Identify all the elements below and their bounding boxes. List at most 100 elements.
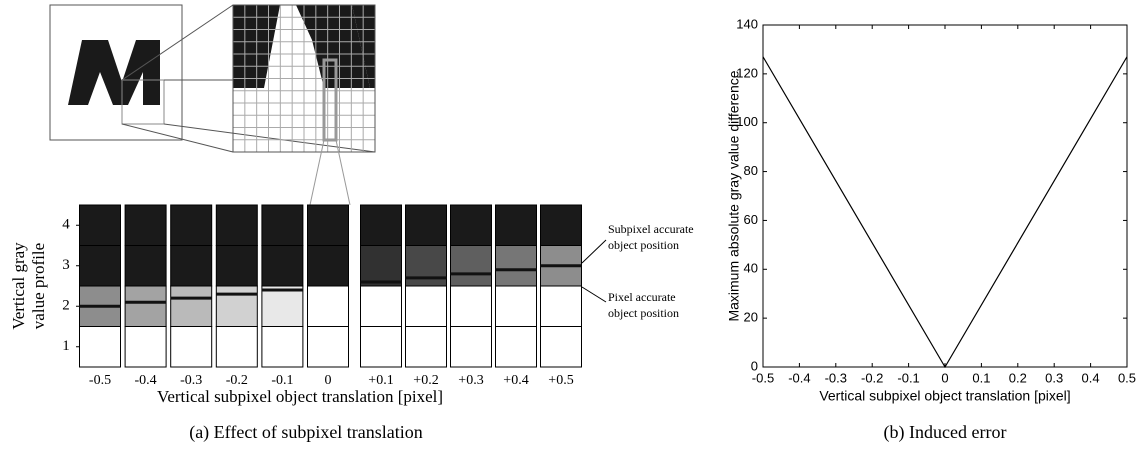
x-tick-label: 0.1 — [972, 370, 990, 385]
y-tick-label: 100 — [736, 114, 758, 129]
pixel-cell — [171, 205, 212, 246]
pixel-cell — [308, 246, 349, 287]
pixel-cell — [216, 327, 257, 368]
pixel-cell — [216, 205, 257, 246]
pixel-cell — [216, 246, 257, 287]
x-tick-label: 0 — [941, 370, 948, 385]
pixel-cell — [361, 205, 402, 246]
y-tick-label: 3 — [62, 257, 70, 273]
pixel-cell — [125, 327, 166, 368]
x-axis-label: Vertical subpixel object translation [pi… — [819, 388, 1070, 404]
pixel-cell — [451, 327, 492, 368]
pixel-cell — [541, 286, 582, 327]
pixel-cell — [451, 246, 492, 287]
x-tick-label: 0.5 — [1118, 370, 1136, 385]
y-tick-label: 4 — [62, 217, 70, 233]
pixel-cell — [451, 205, 492, 246]
figure: Vertical subpixel object translation [pi… — [0, 0, 1143, 452]
pixel-cell — [80, 327, 121, 368]
annotation: object position — [608, 306, 679, 320]
plot-area — [763, 25, 1127, 367]
x-tick-label: -0.4 — [788, 370, 810, 385]
pixel-cell — [262, 246, 303, 287]
pixel-cell — [216, 286, 257, 327]
annotation-arrow — [582, 240, 606, 263]
y-tick-label: 140 — [736, 16, 758, 31]
pixel-cell — [171, 286, 212, 327]
pixel-cell — [496, 246, 537, 287]
y-tick-label: 2 — [62, 298, 70, 314]
pixel-cell — [361, 286, 402, 327]
pixel-cell — [451, 286, 492, 327]
pixel-cell — [125, 246, 166, 287]
x-tick-label: +0.3 — [458, 373, 483, 388]
y-tick-label: 20 — [744, 310, 758, 325]
profile-column — [406, 205, 447, 367]
profile-column — [496, 205, 537, 367]
profile-column — [171, 205, 212, 367]
pixel-cell — [308, 286, 349, 327]
pixel-cell — [262, 327, 303, 368]
x-tick-label: +0.2 — [413, 373, 438, 388]
pixel-cell — [125, 205, 166, 246]
profile-column — [541, 205, 582, 367]
annotation: Subpixel accurate — [608, 222, 694, 236]
caption: (a) Effect of subpixel translation — [189, 422, 423, 443]
pixel-cell — [541, 327, 582, 368]
pixel-cell — [496, 327, 537, 368]
annotation: Pixel accurate — [608, 290, 676, 304]
pixel-cell — [80, 205, 121, 246]
profile-column — [262, 205, 303, 367]
x-tick-label: -0.3 — [180, 373, 202, 388]
pixel-cell — [125, 286, 166, 327]
pixel-cell — [171, 327, 212, 368]
pixel-cell — [496, 205, 537, 246]
y-tick-label: 60 — [744, 212, 758, 227]
profile-column — [451, 205, 492, 367]
pixel-cell — [406, 246, 447, 287]
caption: (b) Induced error — [884, 422, 1007, 443]
y-tick-label: 120 — [736, 65, 758, 80]
y-tick-label: 40 — [744, 261, 758, 276]
x-tick-label: 0.4 — [1082, 370, 1100, 385]
x-tick-label: 0 — [325, 373, 332, 388]
pixel-cell — [262, 205, 303, 246]
pixel-cell — [541, 205, 582, 246]
x-tick-label: -0.3 — [825, 370, 847, 385]
x-tick-label: +0.1 — [368, 373, 393, 388]
profile-column — [125, 205, 166, 367]
y-axis-label: Maximum absolute gray value difference — [726, 70, 742, 321]
y-axis-label: value profile — [29, 243, 48, 329]
pixel-cell — [80, 246, 121, 287]
x-tick-label: -0.2 — [861, 370, 883, 385]
pixel-cell — [308, 327, 349, 368]
pixel-cell — [308, 205, 349, 246]
x-tick-label: +0.5 — [548, 373, 573, 388]
x-tick-label: -0.4 — [135, 373, 157, 388]
pixel-cell — [361, 327, 402, 368]
pixel-cell — [406, 205, 447, 246]
x-tick-label: -0.2 — [226, 373, 248, 388]
annotation-arrow — [582, 287, 606, 302]
profile-column — [216, 205, 257, 367]
profile-column — [80, 205, 121, 367]
x-axis-label: Vertical subpixel object translation [pi… — [157, 387, 443, 406]
pixel-cell — [361, 246, 402, 287]
pixel-cell — [406, 327, 447, 368]
x-tick-label: -0.1 — [897, 370, 919, 385]
pixel-cell — [262, 286, 303, 327]
y-tick-label: 1 — [62, 338, 70, 354]
pixel-cell — [406, 286, 447, 327]
magnifier-illustration — [50, 5, 375, 205]
x-tick-label: +0.4 — [503, 373, 528, 388]
y-tick-label: 80 — [744, 163, 758, 178]
x-tick-label: -0.1 — [271, 373, 293, 388]
x-tick-label: -0.5 — [89, 373, 111, 388]
profile-column — [308, 205, 349, 367]
pixel-cell — [171, 246, 212, 287]
pixel-cell — [496, 286, 537, 327]
profile-column — [361, 205, 402, 367]
annotation: object position — [608, 238, 679, 252]
x-tick-label: 0.3 — [1045, 370, 1063, 385]
x-tick-label: -0.5 — [752, 370, 774, 385]
